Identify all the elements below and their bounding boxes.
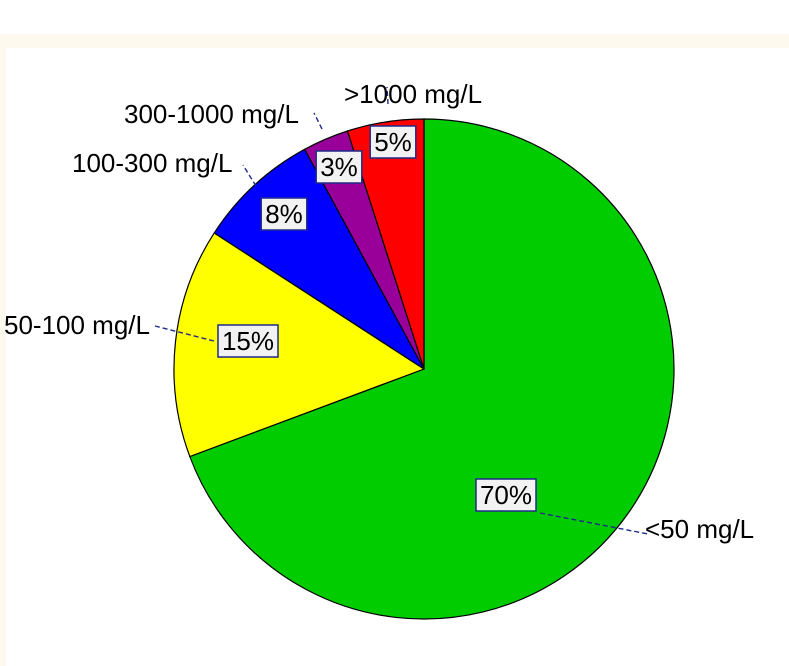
labels-layer: 70% <50 mg/L 15% 50-100 mg/L 8% 100-300 mg/L 3… xyxy=(4,79,754,544)
percent-label-group: 8% xyxy=(260,197,308,231)
category-label: 100-300 mg/L xyxy=(72,148,232,178)
pie-slice xyxy=(189,118,675,620)
leader-line xyxy=(154,325,215,342)
percent-label-box xyxy=(217,324,279,358)
percent-label-box xyxy=(315,150,363,184)
leader-line xyxy=(242,164,257,187)
slices-layer xyxy=(173,118,675,620)
category-label: 300-1000 mg/L xyxy=(124,99,299,129)
leader-line xyxy=(386,86,389,105)
percent-label-box xyxy=(475,478,537,512)
percent-label: 70% xyxy=(480,480,532,510)
top-band xyxy=(0,0,789,34)
leader-line xyxy=(313,112,323,130)
category-label: >1000 mg/L xyxy=(344,79,482,109)
percent-label: 8% xyxy=(265,199,303,229)
leader-line xyxy=(539,512,649,535)
percent-label-box xyxy=(260,197,308,231)
percent-label-box xyxy=(369,125,417,159)
pie-slice xyxy=(346,118,425,370)
percent-label: 15% xyxy=(222,326,274,356)
percent-label-group: 5% xyxy=(369,125,417,159)
leader-lines-layer xyxy=(154,86,649,535)
pie-slice xyxy=(173,232,426,458)
percent-label-group: 3% xyxy=(315,150,363,184)
percent-label: 3% xyxy=(320,152,358,182)
percent-label: 5% xyxy=(374,127,412,157)
category-label: 50-100 mg/L xyxy=(4,310,150,340)
percent-label-group: 15% xyxy=(217,324,279,358)
percent-label-group: 70% xyxy=(475,478,537,512)
category-label: <50 mg/L xyxy=(645,514,754,544)
